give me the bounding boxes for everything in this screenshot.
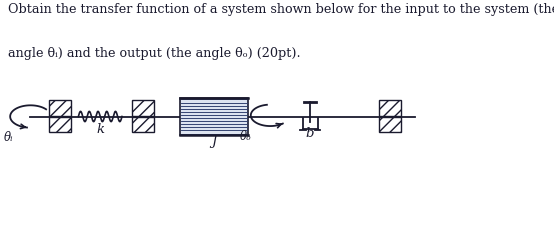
Text: angle θᵢ) and the output (the angle θₒ) (20pt).: angle θᵢ) and the output (the angle θₒ) …: [8, 47, 301, 60]
Text: k: k: [96, 123, 104, 136]
Bar: [179, 98, 248, 135]
Text: θₒ: θₒ: [240, 130, 252, 143]
Text: J: J: [211, 135, 217, 148]
Bar: [49, 117, 71, 132]
Text: Obtain the transfer function of a system shown below for the input to the system: Obtain the transfer function of a system…: [8, 3, 554, 17]
Bar: [379, 117, 401, 132]
Bar: [49, 100, 71, 116]
Bar: [379, 100, 401, 116]
Bar: [132, 100, 154, 116]
Text: θᵢ: θᵢ: [3, 131, 13, 144]
Bar: [132, 117, 154, 132]
Text: b: b: [306, 127, 314, 140]
